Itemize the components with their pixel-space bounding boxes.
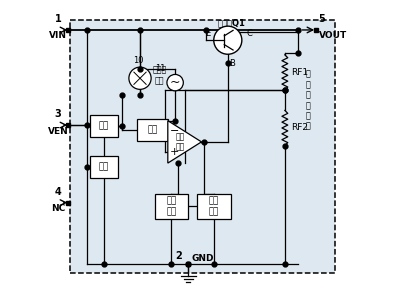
Text: 3: 3 [55, 109, 62, 119]
Text: +: + [170, 148, 180, 158]
Text: 过流
保护: 过流 保护 [209, 197, 219, 216]
Text: 使能: 使能 [99, 121, 109, 130]
Text: 1: 1 [55, 14, 62, 24]
Text: RF1: RF1 [291, 68, 308, 77]
Polygon shape [168, 121, 202, 163]
Text: 反
馈
采
样
电
阻: 反 馈 采 样 电 阻 [305, 70, 310, 131]
Text: 11: 11 [155, 64, 166, 73]
Circle shape [214, 26, 242, 54]
Text: 误差
放大: 误差 放大 [176, 132, 185, 152]
Bar [155, 194, 188, 219]
Bar [90, 115, 118, 137]
Text: 电流源
偏置: 电流源 偏置 [152, 66, 167, 85]
Circle shape [129, 67, 151, 89]
Text: E: E [205, 29, 210, 38]
Text: ~: ~ [170, 76, 180, 89]
Text: VOUT: VOUT [318, 31, 347, 40]
Text: 启动: 启动 [99, 162, 109, 171]
Bar [197, 194, 231, 219]
Bar [70, 20, 335, 273]
Text: C: C [246, 29, 252, 38]
Text: 基准: 基准 [147, 126, 158, 135]
Text: 2: 2 [175, 251, 182, 261]
Text: 过温
保护: 过温 保护 [166, 197, 176, 216]
Text: 4: 4 [55, 187, 62, 197]
Text: 5: 5 [318, 14, 325, 24]
Circle shape [167, 74, 183, 91]
Text: VEN: VEN [48, 126, 68, 136]
Text: 10: 10 [133, 56, 144, 65]
Bar [90, 156, 118, 178]
Text: NC: NC [51, 204, 65, 213]
Text: GND: GND [192, 254, 214, 263]
Text: −: − [170, 126, 180, 136]
Text: VIN: VIN [49, 31, 67, 40]
Bar [137, 119, 168, 141]
Text: 调节管Q1: 调节管Q1 [218, 18, 246, 27]
Text: B: B [229, 59, 235, 68]
Text: RF2: RF2 [291, 123, 308, 133]
